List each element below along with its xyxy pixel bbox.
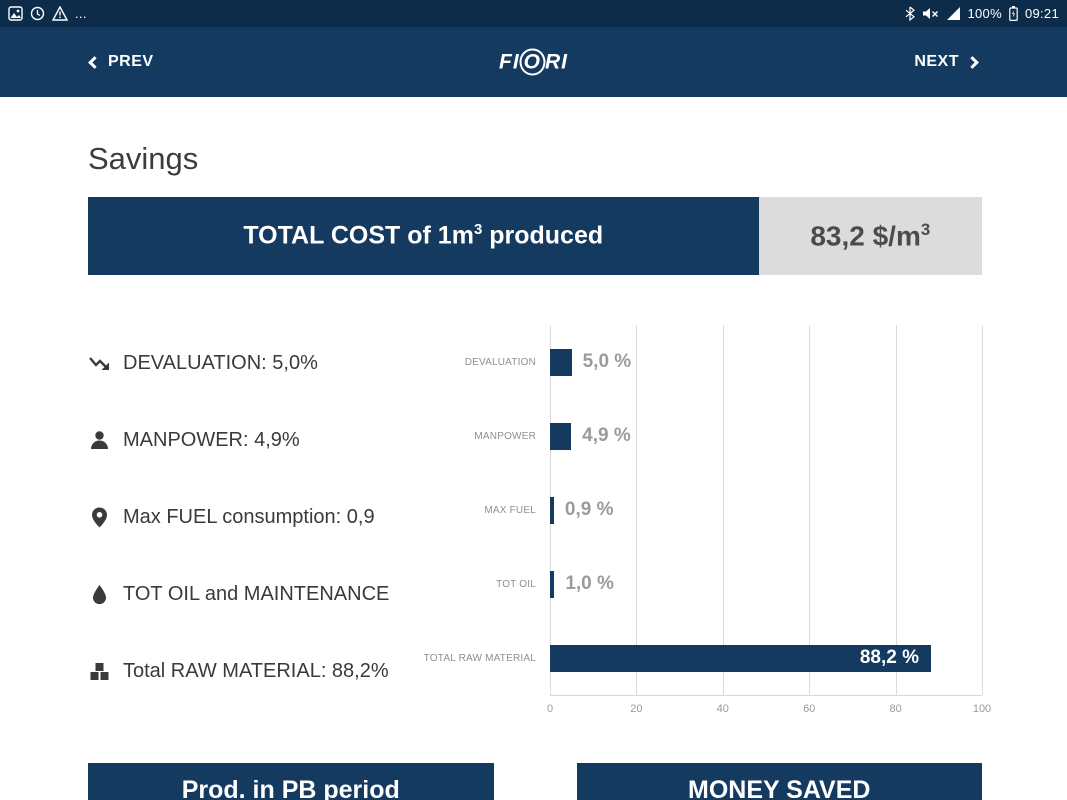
clock-icon bbox=[30, 6, 45, 21]
metric-label: TOT OIL and MAINTENANCE bbox=[123, 583, 390, 605]
battery-icon bbox=[1009, 6, 1018, 21]
chart-category-axis: DEVALUATION MANPOWER MAX FUEL TOT OIL TO… bbox=[420, 325, 550, 696]
footer-buttons: Prod. in PB period MONEY SAVED bbox=[88, 763, 982, 800]
next-button[interactable]: NEXT bbox=[914, 53, 979, 71]
chart-bar-row: 0,9 % bbox=[550, 473, 982, 547]
total-cost-value: 83,2 $/m3 bbox=[758, 197, 982, 275]
chart-category: DEVALUATION bbox=[464, 356, 536, 368]
oil-drop-icon bbox=[93, 585, 106, 605]
manpower-icon bbox=[91, 431, 108, 449]
metric-devaluation: DEVALUATION: 5,0% bbox=[88, 325, 420, 402]
savings-breakdown-section: DEVALUATION: 5,0% MANPOWER: 4,9% Max FUE… bbox=[88, 325, 991, 720]
bar-value-label: 5,0 % bbox=[582, 351, 632, 372]
metric-max-fuel: Max FUEL consumption: 0,9 bbox=[88, 479, 420, 556]
trend-down-icon bbox=[89, 357, 109, 370]
status-time: 09:21 bbox=[1024, 6, 1059, 21]
x-tick: 0 bbox=[546, 703, 554, 715]
bar-tot-oil: 1,0 % bbox=[550, 570, 614, 598]
status-overflow: ... bbox=[75, 6, 87, 21]
bar-total-raw-material: 88,2 % bbox=[550, 644, 932, 672]
metric-label: DEVALUATION: 5,0% bbox=[123, 352, 318, 374]
bar-manpower: 4,9 % bbox=[550, 422, 631, 450]
chart-category: MANPOWER bbox=[474, 430, 536, 442]
metric-raw-material: Total RAW MATERIAL: 88,2% bbox=[88, 633, 420, 710]
photo-icon bbox=[8, 6, 23, 21]
fuel-pin-icon bbox=[92, 507, 107, 528]
status-bar-right: 100% 09:21 bbox=[905, 6, 1060, 21]
prod-in-pb-period-button[interactable]: Prod. in PB period bbox=[88, 763, 494, 800]
battery-percent: 100% bbox=[967, 6, 1002, 21]
metric-manpower: MANPOWER: 4,9% bbox=[88, 402, 420, 479]
x-tick: 40 bbox=[716, 703, 729, 715]
chart-bar-row: 1,0 % bbox=[550, 547, 982, 621]
page-title: Savings bbox=[88, 141, 199, 176]
total-cost-label: TOTAL COST of 1m3 produced bbox=[88, 197, 759, 275]
bar-value-label: 4,9 % bbox=[582, 425, 631, 446]
savings-bar-chart: DEVALUATION MANPOWER MAX FUEL TOT OIL TO… bbox=[420, 325, 991, 720]
prev-label: PREV bbox=[108, 53, 154, 70]
chart-bar-row: 4,9 % bbox=[550, 399, 982, 473]
x-tick: 20 bbox=[630, 703, 643, 715]
x-tick: 80 bbox=[889, 703, 902, 715]
prev-button[interactable]: PREV bbox=[88, 53, 154, 71]
next-label: NEXT bbox=[914, 53, 959, 70]
chart-plot-area: 5,0 % 4,9 % 0,9 % 1,0 % 88,2 % bbox=[550, 325, 983, 696]
status-bar-left: ... bbox=[8, 6, 87, 21]
status-bar: ... 100% 09:21 bbox=[0, 0, 1067, 27]
chart-category: MAX FUEL bbox=[484, 504, 536, 516]
money-saved-button[interactable]: MONEY SAVED bbox=[576, 763, 982, 800]
chart-category: TOT OIL bbox=[496, 578, 536, 590]
bar-max-fuel: 0,9 % bbox=[550, 496, 613, 524]
nav-bar: PREV FI O RI NEXT bbox=[0, 27, 1067, 97]
bar-devaluation: 5,0 % bbox=[550, 348, 631, 376]
signal-icon bbox=[946, 7, 960, 20]
bar-value-label: 1,0 % bbox=[565, 573, 614, 594]
x-tick: 100 bbox=[972, 703, 992, 715]
chart-x-axis: 0 20 40 60 80 100 bbox=[546, 696, 991, 720]
metric-label: Max FUEL consumption: 0,9 bbox=[123, 506, 375, 528]
fiori-logo: FI O RI bbox=[499, 48, 568, 76]
metric-tot-oil: TOT OIL and MAINTENANCE bbox=[88, 556, 420, 633]
metric-list: DEVALUATION: 5,0% MANPOWER: 4,9% Max FUE… bbox=[88, 325, 420, 720]
chevron-right-icon bbox=[966, 55, 979, 69]
volume-mute-icon bbox=[922, 8, 938, 19]
bar-value-label: 88,2 % bbox=[859, 647, 920, 668]
warning-icon bbox=[52, 6, 68, 21]
metric-label: Total RAW MATERIAL: 88,2% bbox=[123, 660, 389, 682]
chart-bar-row: 88,2 % bbox=[550, 621, 982, 695]
chevron-left-icon bbox=[88, 55, 101, 69]
total-cost-bar: TOTAL COST of 1m3 produced 83,2 $/m3 bbox=[88, 197, 982, 275]
chart-category: TOTAL RAW MATERIAL bbox=[423, 652, 536, 664]
bar-value-label: 0,9 % bbox=[564, 499, 614, 520]
raw-material-icon bbox=[90, 663, 109, 680]
metric-label: MANPOWER: 4,9% bbox=[123, 429, 300, 451]
x-tick: 60 bbox=[803, 703, 816, 715]
chart-bar-row: 5,0 % bbox=[550, 325, 982, 399]
bluetooth-icon bbox=[905, 6, 915, 21]
